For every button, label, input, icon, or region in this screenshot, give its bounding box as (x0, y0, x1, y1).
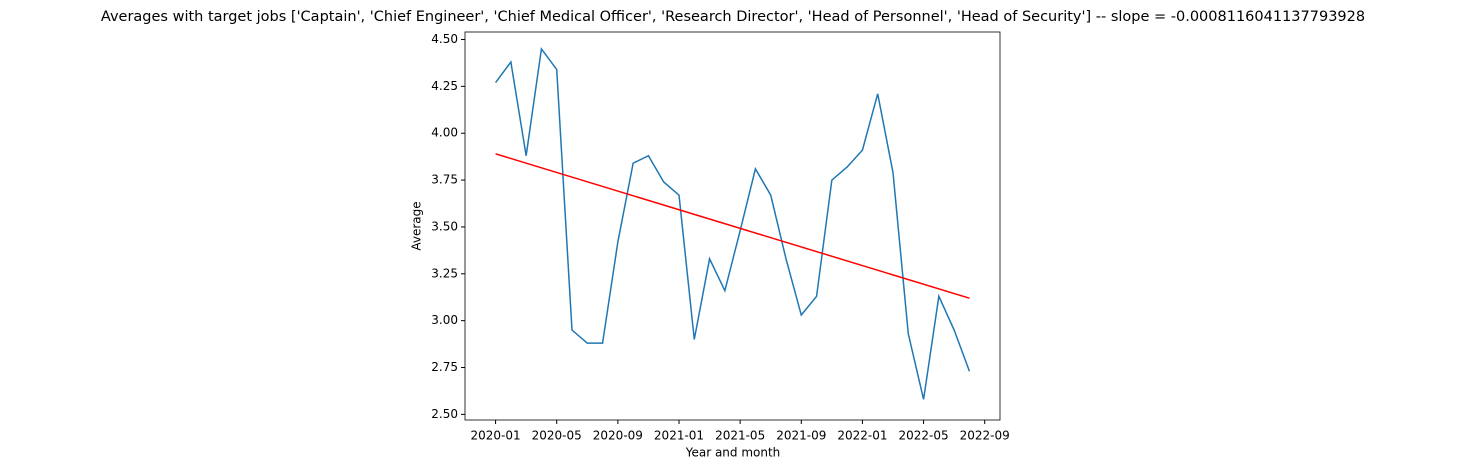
x-tick-label: 2020-05 (532, 429, 582, 443)
y-tick-label: 2.75 (431, 360, 458, 374)
x-tick-label: 2022-09 (960, 429, 1010, 443)
line (495, 153, 970, 299)
y-axis-label: Average (410, 201, 424, 250)
y-tick-label: 3.25 (431, 266, 458, 280)
y-tick-label: 4.50 (431, 32, 458, 46)
x-tick-label: 2020-09 (593, 429, 643, 443)
chart-title: Averages with target jobs ['Captain', 'C… (101, 9, 1365, 25)
x-axis-label: Year and month (685, 446, 781, 460)
y-tick-label: 4.25 (431, 79, 458, 93)
y-tick-label: 3.50 (431, 219, 458, 233)
y-tick-label: 4.00 (431, 126, 458, 140)
x-tick-label: 2020-01 (471, 429, 521, 443)
plot-frame (464, 31, 1001, 421)
line (494, 46, 971, 400)
x-tick-label: 2021-09 (776, 429, 826, 443)
y-tick-label: 2.50 (431, 407, 458, 421)
x-tick-label: 2021-05 (715, 429, 765, 443)
y-tick-label: 3.75 (431, 173, 458, 187)
x-tick-label: 2021-01 (654, 429, 704, 443)
y-tick-label: 3.00 (431, 313, 458, 327)
x-tick-label: 2022-05 (899, 429, 949, 443)
x-tick-label: 2022-01 (837, 429, 887, 443)
